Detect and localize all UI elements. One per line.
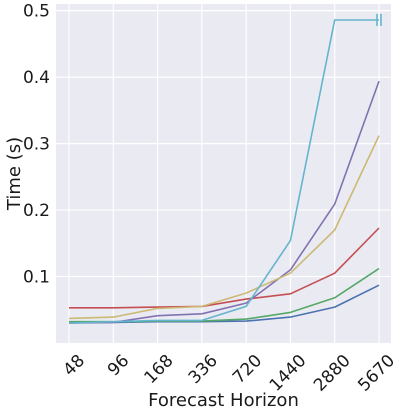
x-tick-label: 5670	[354, 351, 399, 396]
x-tick-label: 336	[185, 351, 222, 388]
x-tick-labels: 48 96 168 336 720 1440 2880 5670	[60, 351, 399, 396]
x-tick-label: 720	[229, 351, 266, 388]
x-axis-label: Forecast Horizon	[148, 390, 299, 411]
y-axis-label: Time (s)	[4, 137, 25, 211]
x-tick-label: 48	[60, 351, 89, 380]
y-tick-label: 0.4	[23, 68, 50, 88]
y-tick-label: 0.5	[23, 2, 50, 22]
x-tick-label: 96	[104, 351, 133, 380]
plot-area	[56, 4, 391, 343]
series-line-5	[68, 135, 380, 320]
x-tick-label: 1440	[266, 351, 311, 396]
y-tick-label: 0.1	[23, 268, 50, 288]
grid	[56, 4, 391, 343]
x-tick-label: 2880	[310, 351, 355, 396]
series-lines	[68, 13, 382, 324]
series-line-6	[68, 19, 379, 324]
y-tick-labels: 0.1 0.2 0.3 0.4 0.5	[23, 2, 50, 288]
y-tick-label: 0.3	[23, 135, 50, 155]
series-line-3	[69, 227, 380, 309]
x-tick-label: 168	[141, 351, 178, 388]
y-tick-label: 0.2	[23, 201, 50, 221]
